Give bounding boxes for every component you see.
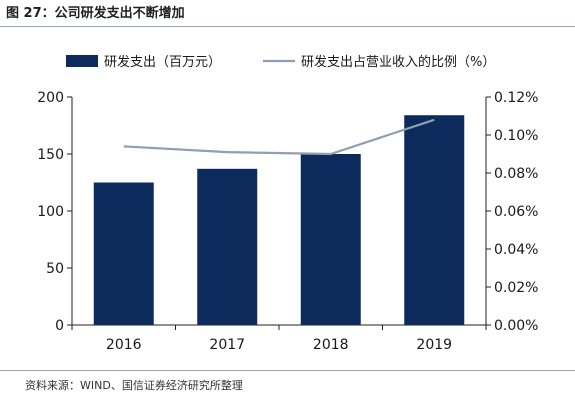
x-tick-label: 2017: [209, 337, 245, 353]
figure-title: 图 27：公司研发支出不断增加: [6, 6, 185, 21]
legend-label-line: 研发支出占营业收入的比例（%）: [301, 54, 495, 70]
bar-2016: [93, 182, 154, 325]
y-left-tick-label: 50: [46, 261, 64, 277]
x-tick-label: 2019: [416, 337, 452, 353]
bar-2018: [300, 154, 361, 325]
y-left-tick-label: 100: [37, 204, 64, 220]
combo-chart: 0 50 100 150 200 0.00% 0.02% 0.04% 0.06% 0.08% 0.1…: [37, 54, 538, 353]
y-right-tick-label: 0.10%: [494, 128, 538, 144]
ratio-line: [123, 118, 435, 156]
y-right-tick-label: 0.04%: [494, 242, 538, 258]
y-right-tick-label: 0.12%: [494, 90, 538, 106]
y-left-tick-label: 150: [37, 147, 64, 163]
source-note: 资料来源：WIND、国信证券经济研究所整理: [25, 379, 243, 392]
title-bar: 图 27：公司研发支出不断增加: [0, 0, 575, 26]
x-tick-label: 2018: [313, 337, 349, 353]
x-tick-label: 2016: [106, 337, 142, 353]
y-right-tick-label: 0.00%: [494, 318, 538, 334]
y-right-tick-label: 0.02%: [494, 280, 538, 296]
title-rule: [0, 26, 575, 27]
legend-label-bar: 研发支出（百万元）: [104, 54, 221, 70]
y-left-tick-label: 200: [37, 90, 64, 106]
y-right-tick-label: 0.08%: [494, 166, 538, 182]
y-right-tick-label: 0.06%: [494, 204, 538, 220]
y-left-tick-label: 0: [55, 318, 64, 334]
source-rule: [0, 370, 575, 371]
legend-swatch-bar: [66, 55, 98, 67]
bar-2019: [404, 115, 465, 326]
bar-2017: [197, 168, 258, 325]
